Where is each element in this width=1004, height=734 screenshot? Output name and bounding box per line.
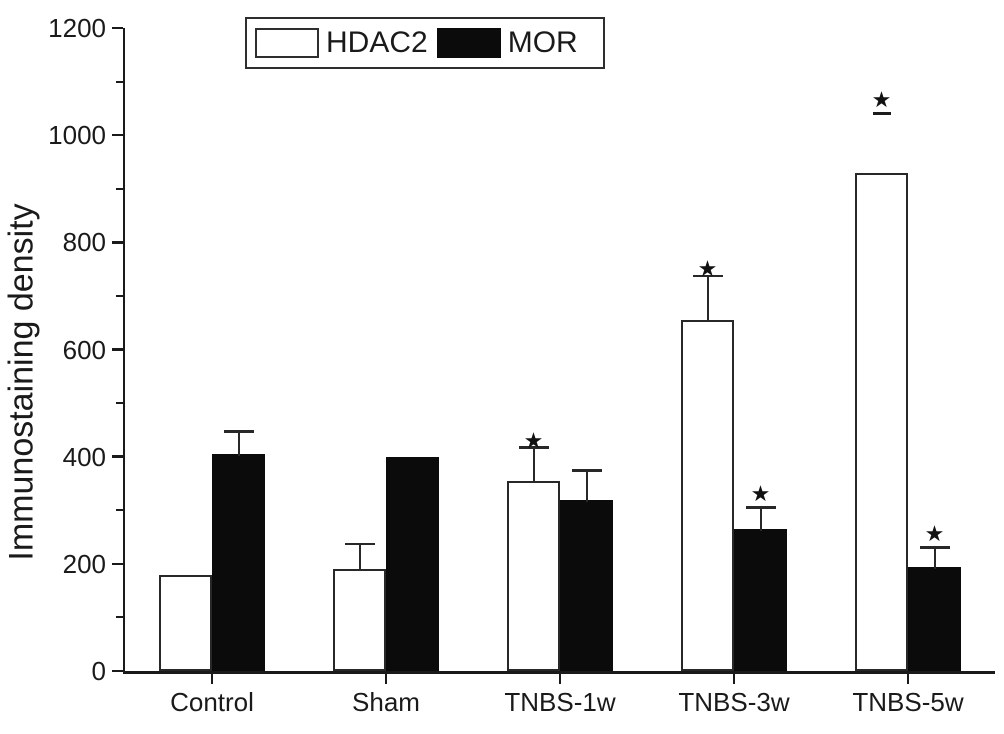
error-bar-cap <box>571 469 602 472</box>
bar-mor-sham <box>386 456 439 671</box>
plot-area: 0 200 400 600 800 1000 1200 Control Sham TNBS-1w T… <box>48 14 995 717</box>
x-axis-tick-label-tnbs-3w: TNBS-3w <box>678 687 790 717</box>
error-bar-cap <box>223 430 254 433</box>
error-bar-line <box>706 277 709 323</box>
x-axis-tick <box>384 674 388 684</box>
error-bar-line <box>532 448 535 483</box>
y-axis-tick-label: 1200 <box>48 13 106 43</box>
significance-dash-hdac2-tnbs-5w <box>872 111 891 115</box>
y-axis-major-tick <box>111 133 123 137</box>
y-axis-tick-label: 1000 <box>48 120 106 151</box>
x-axis-tick <box>210 674 214 684</box>
bar-mor-control <box>212 454 265 671</box>
error-bar-cap <box>919 546 950 549</box>
y-axis-minor-tick <box>116 509 123 512</box>
y-axis-title: Immunostaining density <box>2 203 41 561</box>
error-bar-line <box>759 508 762 532</box>
y-axis-major-tick <box>111 26 123 30</box>
bar-hdac2-tnbs-5w <box>855 172 908 671</box>
bar-mor-tnbs-3w <box>734 529 787 671</box>
error-bar-line <box>933 548 936 569</box>
y-axis-tick-label: 200 <box>62 548 106 579</box>
bar-hdac2-sham <box>333 569 386 671</box>
error-bar-cap <box>518 446 549 449</box>
y-axis-tick-label: 800 <box>62 227 106 258</box>
y-axis-minor-tick <box>116 294 123 297</box>
y-axis-tick-label: 0 <box>91 656 106 686</box>
error-bar-cap <box>344 542 375 546</box>
x-axis-tick-label-tnbs-5w: TNBS-5w <box>852 687 964 717</box>
x-axis-tick-label-tnbs-1w: TNBS-1w <box>504 687 616 717</box>
bar-mor-tnbs-1w <box>560 499 613 671</box>
significance-star-hdac2-tnbs-3w: ★ <box>697 256 718 282</box>
y-axis-minor-tick <box>116 80 123 83</box>
bar-mor-tnbs-5w <box>908 566 961 671</box>
y-axis-minor-tick <box>116 187 123 190</box>
legend-swatch-hdac2 <box>255 28 319 58</box>
y-axis-minor-tick <box>116 402 123 405</box>
significance-star-hdac2-tnbs-5w: ★ <box>871 87 892 113</box>
x-axis-tick-label-control: Control <box>170 687 254 717</box>
y-axis-major-tick <box>111 669 123 673</box>
y-axis-tick-label: 600 <box>62 334 106 365</box>
error-bar-line <box>585 471 588 502</box>
legend-swatch-mor <box>436 28 501 58</box>
significance-star-mor-tnbs-3w: ★ <box>750 481 771 507</box>
error-bar-cap <box>692 274 723 278</box>
error-bar-cap <box>745 506 776 509</box>
y-axis-major-tick <box>111 348 123 351</box>
y-axis-major-tick <box>111 562 123 566</box>
significance-star-mor-tnbs-5w: ★ <box>924 521 945 547</box>
bar-hdac2-control <box>159 574 212 671</box>
legend: HDAC2 MOR <box>245 17 605 69</box>
y-axis-tick-label: 400 <box>62 441 106 472</box>
error-bar-line <box>358 545 361 572</box>
y-axis-minor-tick <box>116 616 123 619</box>
significance-star-hdac2-tnbs-1w: ★ <box>523 427 544 453</box>
bar-hdac2-tnbs-3w <box>681 320 734 671</box>
legend-label-mor: MOR <box>507 26 578 59</box>
x-axis-tick <box>906 674 910 684</box>
legend-label-hdac2: HDAC2 <box>326 26 428 59</box>
y-axis-major-tick <box>111 241 123 244</box>
bar-hdac2-tnbs-1w <box>507 480 560 671</box>
error-bar-line <box>237 432 240 456</box>
y-axis-major-tick <box>111 455 123 458</box>
x-axis-tick <box>558 674 562 684</box>
x-axis-tick-label-sham: Sham <box>352 687 420 717</box>
x-axis-tick <box>732 674 736 684</box>
